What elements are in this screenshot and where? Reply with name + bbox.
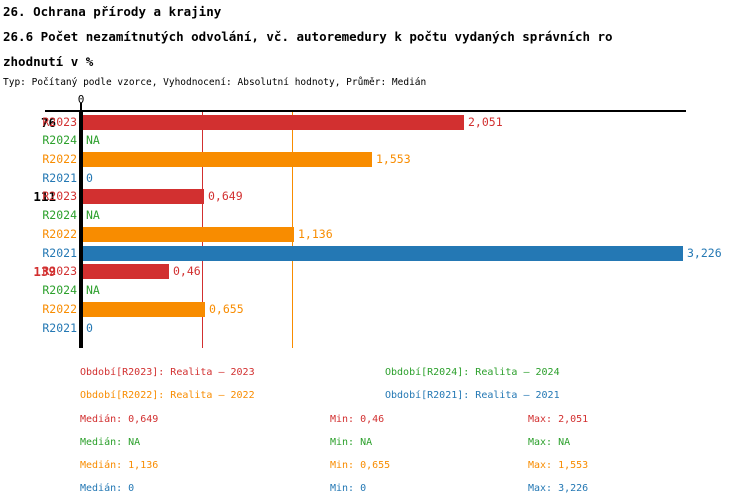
stat-min-r2022: Min: 0,655 [330,460,391,471]
bar-value-label: 0 [86,171,93,185]
row-period-label: R2023 [42,264,77,278]
row-period-label: R2022 [42,302,77,316]
bar-value-label: 2,051 [468,115,503,129]
stat-max-r2023: Max: 2,051 [528,414,589,425]
bar-value-label: 1,553 [376,152,411,166]
stat-min-r2023: Min: 0,46 [330,414,385,425]
stat-median-r2024: Medián: NA [80,437,141,448]
bar-value-label: 1,136 [298,227,333,241]
group-label: 111 [33,189,56,204]
bar [83,246,683,261]
bar-value-label: 0,649 [208,189,243,203]
bar [83,115,464,130]
stat-max-r2021: Max: 3,226 [528,483,589,494]
axis-zero-tick-label: 0 [77,93,85,106]
row-period-label: R2021 [42,321,77,335]
bar [83,302,205,317]
bar [83,264,169,279]
bar-value-label: 0,655 [209,302,244,316]
axis-zero-tick-mark [80,103,82,110]
row-period-label: R2024 [42,283,77,297]
stat-max-r2024: Max: NA [528,437,571,448]
chart-subtitle: Typ: Počítaný podle vzorce, Vyhodnocení:… [3,77,427,88]
stat-median-r2023: Medián: 0,649 [80,414,159,425]
row-period-label: R2024 [42,133,77,147]
bar [83,152,372,167]
legend-item-r2022: Období[R2022]: Realita – 2022 [80,390,255,401]
page-title-line-1: 26. Ochrana přírody a krajiny [3,4,222,19]
stat-median-r2021: Medián: 0 [80,483,135,494]
stat-median-r2022: Medián: 1,136 [80,460,159,471]
legend-item-r2021: Období[R2021]: Realita – 2021 [385,390,560,401]
bar-value-label: 0,46 [173,264,201,278]
bar [83,189,204,204]
bar-value-label: NA [86,133,100,147]
row-period-label: R2023 [42,189,77,203]
row-period-label: R2022 [42,227,77,241]
bar-value-label: NA [86,208,100,222]
page-title-line-2: 26.6 Počet nezamítnutých odvolání, vč. a… [3,29,613,44]
bar-value-label: NA [86,283,100,297]
stat-min-r2024: Min: NA [330,437,373,448]
row-period-label: R2024 [42,208,77,222]
group-label: 139 [33,264,56,279]
axis-vertical-line [79,112,83,348]
legend-item-r2023: Období[R2023]: Realita – 2023 [80,367,255,378]
axis-top-line [45,110,686,112]
row-period-label: R2022 [42,152,77,166]
bar [83,227,294,242]
page-title-line-3: zhodnutí v % [3,54,94,69]
row-period-label: R2021 [42,171,77,185]
group-label: 76 [40,115,56,130]
bar-value-label: 0 [86,321,93,335]
stat-max-r2022: Max: 1,553 [528,460,589,471]
stat-min-r2021: Min: 0 [330,483,367,494]
bar-value-label: 3,226 [687,246,722,260]
legend-item-r2024: Období[R2024]: Realita – 2024 [385,367,560,378]
row-period-label: R2021 [42,246,77,260]
row-period-label: R2023 [42,115,77,129]
